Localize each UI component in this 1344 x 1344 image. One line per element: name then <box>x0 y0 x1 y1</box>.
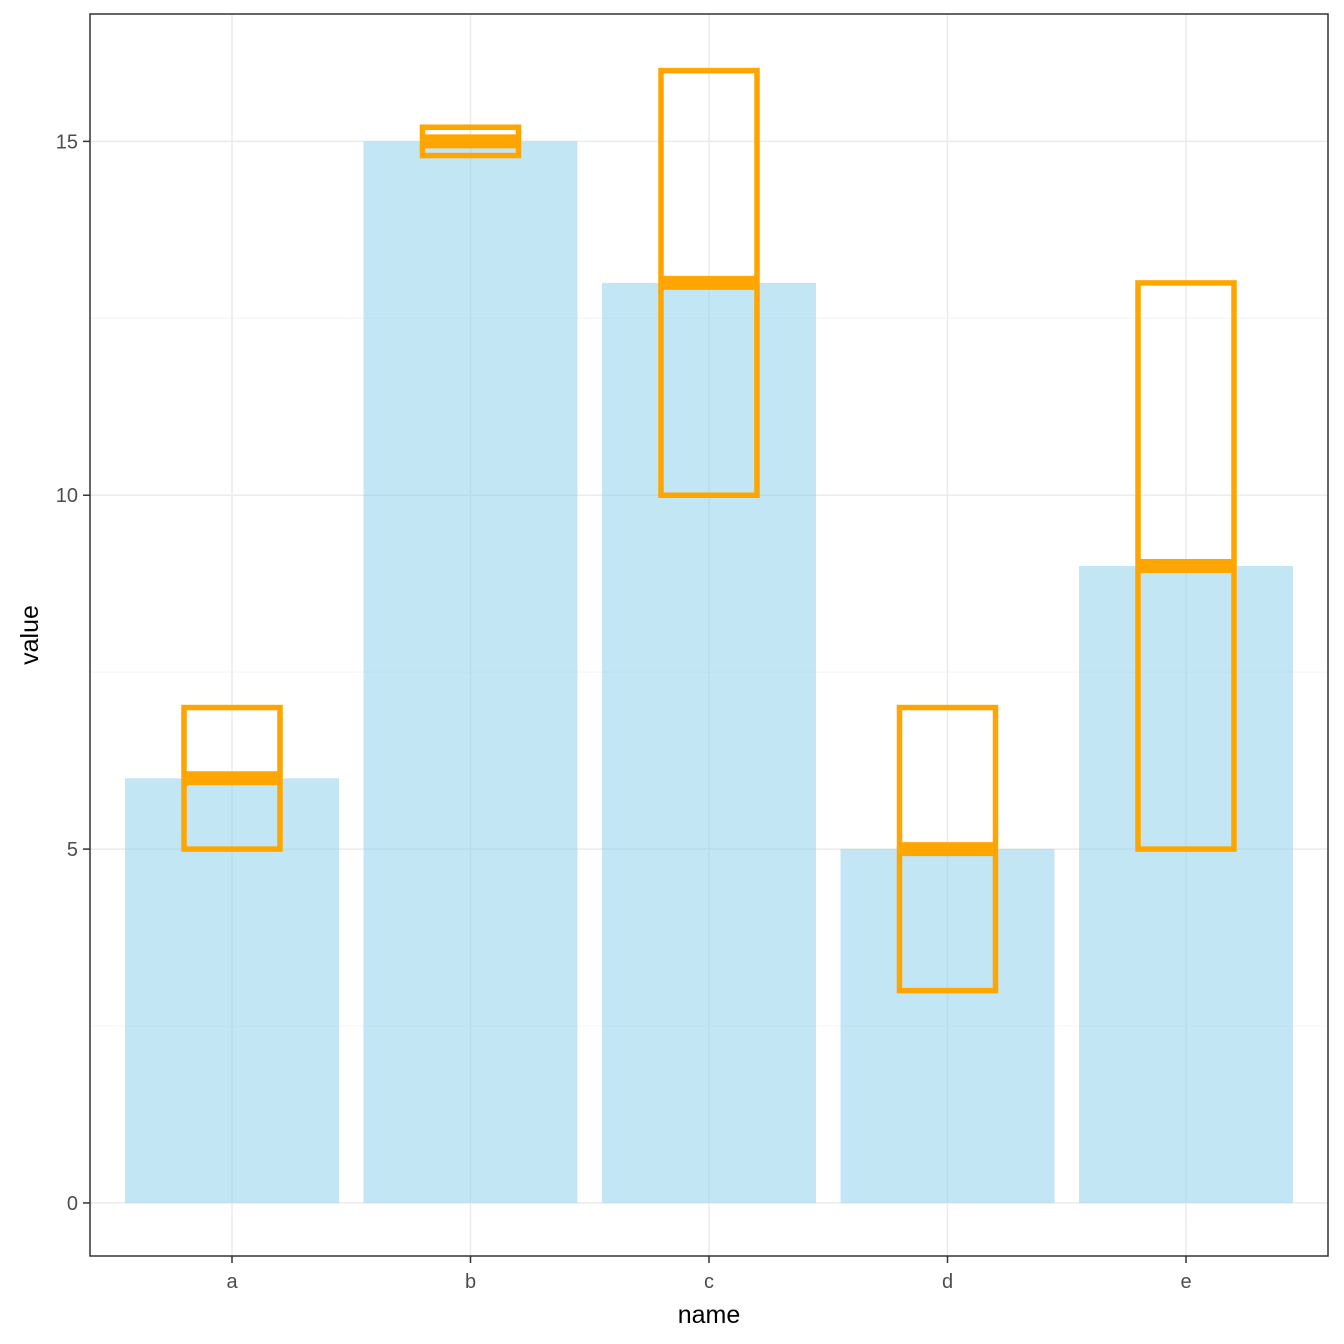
x-tick-label: e <box>1180 1271 1191 1293</box>
x-axis-title: name <box>678 1301 741 1329</box>
y-tick-label: 0 <box>67 1193 78 1215</box>
y-tick-label: 10 <box>56 485 78 507</box>
bar-c <box>602 282 816 1203</box>
bars <box>125 141 1293 1203</box>
x-axis: a b c d e <box>226 1256 1192 1293</box>
x-tick-label: d <box>942 1271 953 1293</box>
y-tick-label: 5 <box>67 839 78 861</box>
x-tick-label: b <box>465 1271 476 1293</box>
x-tick-label: a <box>226 1271 238 1293</box>
bar-d <box>840 849 1055 1203</box>
bar-e <box>1079 566 1293 1203</box>
bar-a <box>125 778 339 1203</box>
range-boxes <box>181 67 1237 994</box>
y-axis: 0 5 10 15 <box>56 131 90 1215</box>
y-axis-title: value <box>16 605 44 665</box>
y-tick-label: 15 <box>56 131 78 153</box>
x-tick-label: c <box>704 1271 714 1293</box>
bar-b <box>363 141 578 1203</box>
